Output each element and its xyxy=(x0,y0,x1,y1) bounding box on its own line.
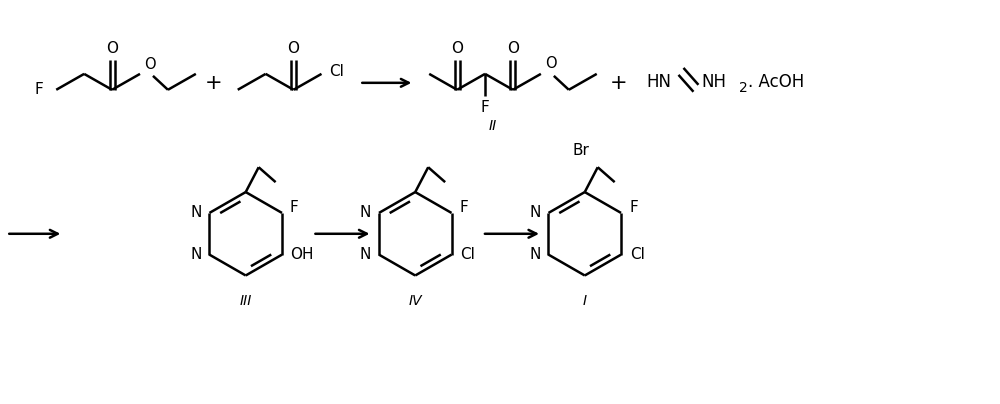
Text: N: N xyxy=(529,247,541,262)
Text: III: III xyxy=(240,294,252,308)
Text: O: O xyxy=(144,57,156,72)
Text: OH: OH xyxy=(290,247,313,262)
Text: HN: HN xyxy=(647,73,672,91)
Text: Cl: Cl xyxy=(630,247,645,262)
Text: N: N xyxy=(529,205,541,221)
Text: II: II xyxy=(489,118,497,133)
Text: O: O xyxy=(451,40,463,56)
Text: O: O xyxy=(106,40,118,56)
Text: F: F xyxy=(629,200,638,215)
Text: NH: NH xyxy=(701,73,726,91)
Text: F: F xyxy=(290,200,299,215)
Text: IV: IV xyxy=(408,294,422,308)
Text: O: O xyxy=(507,40,519,56)
Text: I: I xyxy=(583,294,587,308)
Text: N: N xyxy=(190,205,201,221)
Text: Cl: Cl xyxy=(329,64,344,80)
Text: O: O xyxy=(288,40,300,56)
Text: F: F xyxy=(481,100,489,115)
Text: . AcOH: . AcOH xyxy=(748,73,805,91)
Text: +: + xyxy=(610,73,627,93)
Text: F: F xyxy=(459,200,468,215)
Text: Cl: Cl xyxy=(460,247,475,262)
Text: Br: Br xyxy=(573,143,590,158)
Text: N: N xyxy=(360,205,371,221)
Text: +: + xyxy=(205,73,223,93)
Text: N: N xyxy=(360,247,371,262)
Text: N: N xyxy=(190,247,201,262)
Text: O: O xyxy=(545,56,557,71)
Text: 2: 2 xyxy=(739,81,748,95)
Text: F: F xyxy=(35,82,43,97)
